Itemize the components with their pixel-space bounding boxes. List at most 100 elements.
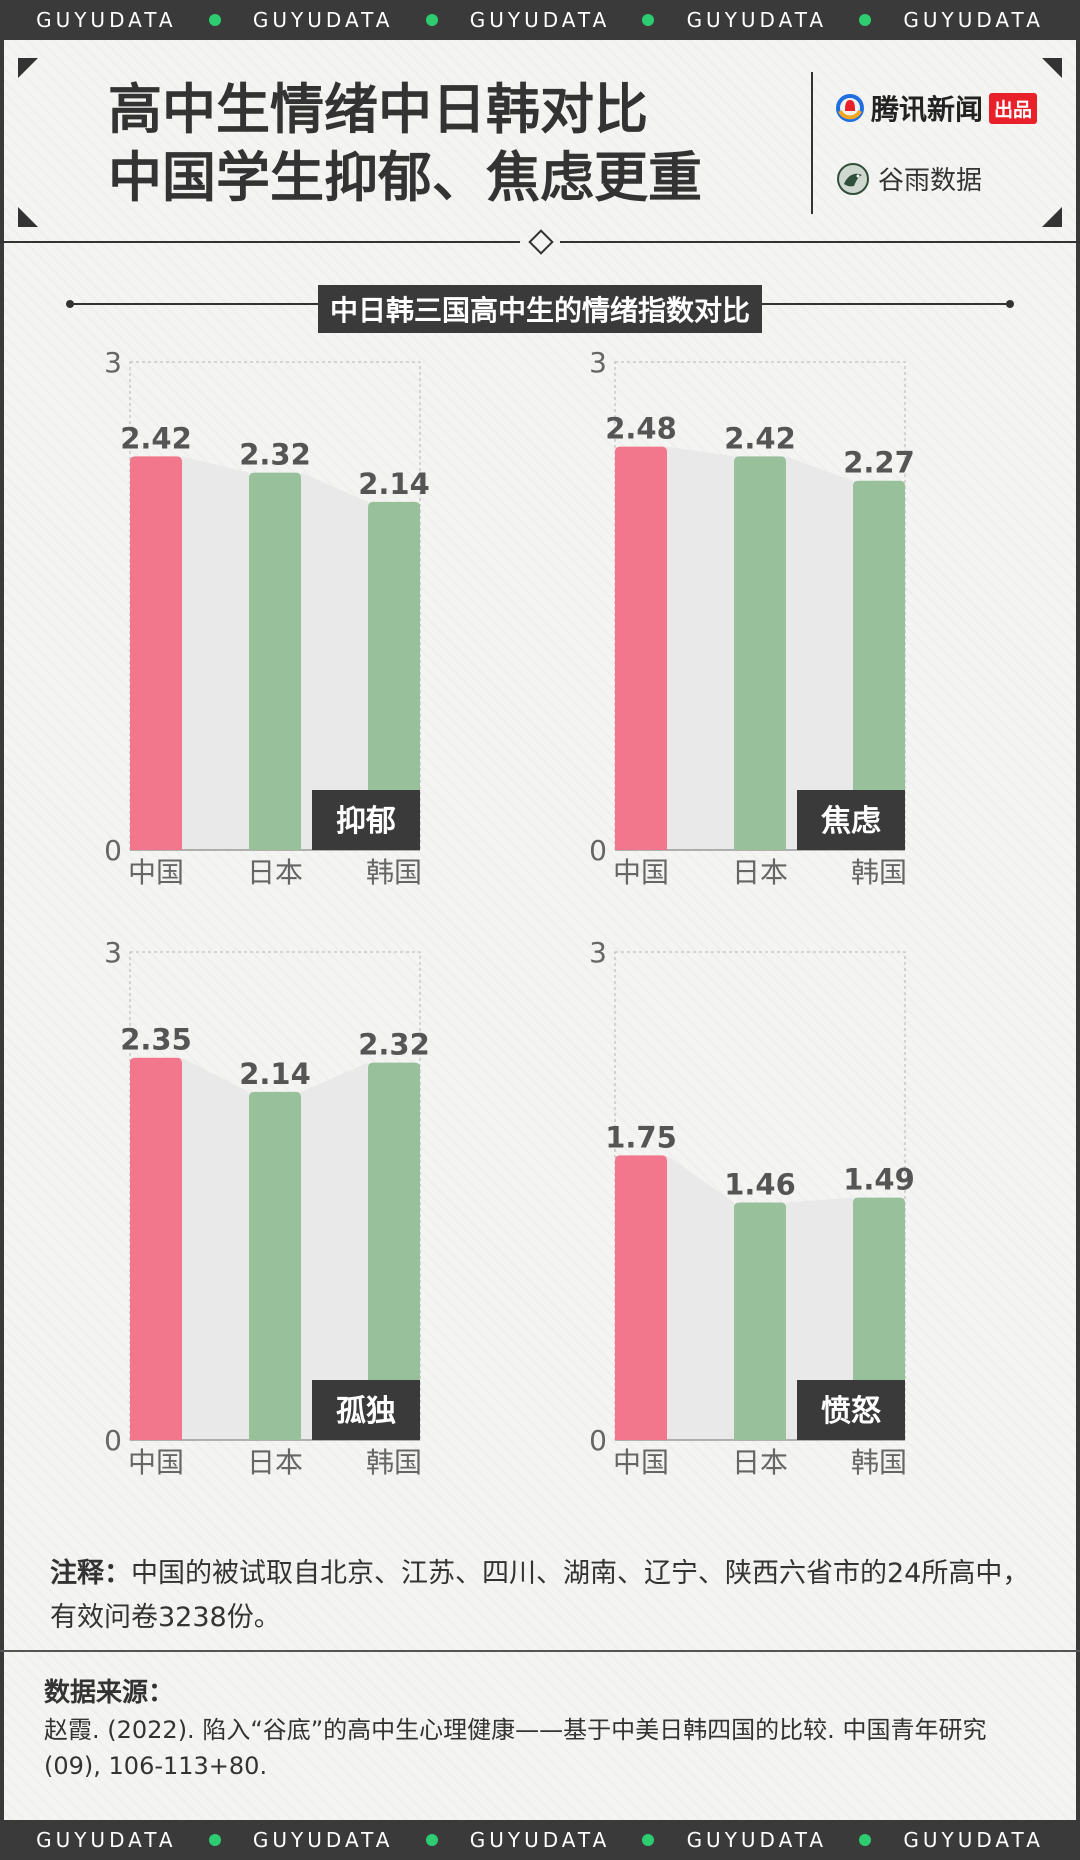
connector-band xyxy=(182,456,249,850)
x-tick-label: 韩国 xyxy=(366,856,422,889)
chart-depression: 2.42 中国 2.32 日本 2.14 韩国 3 0 抑郁 xyxy=(104,350,430,889)
connector-band xyxy=(786,1197,853,1440)
y-tick-label: 3 xyxy=(104,940,122,969)
x-tick-label: 韩国 xyxy=(366,1446,422,1479)
source-label: 数据来源： xyxy=(44,1678,175,1708)
production-tag: 出品 xyxy=(989,92,1038,124)
x-tick-label: 中国 xyxy=(128,1446,184,1479)
ticker-word: GUYUDATA xyxy=(469,8,611,32)
bar xyxy=(734,456,786,850)
header-separator xyxy=(811,72,813,214)
bar xyxy=(130,1057,182,1440)
chart-title: 愤怒 xyxy=(821,1394,881,1429)
ticker-dot xyxy=(208,1834,221,1846)
y-tick-label: 3 xyxy=(589,940,607,969)
y-tick-label: 3 xyxy=(104,350,122,379)
chart-loneliness: 2.35 中国 2.14 日本 2.32 韩国 3 0 孤独 xyxy=(104,940,430,1479)
ticker-word: GUYUDATA xyxy=(469,1828,611,1852)
x-tick-label: 日本 xyxy=(247,1446,303,1479)
ticker-word: GUYUDATA xyxy=(252,8,394,32)
diamond-icon xyxy=(528,229,554,255)
header-rule-left xyxy=(0,241,520,243)
bar xyxy=(249,472,301,850)
bar xyxy=(734,1202,786,1440)
ticker-dot xyxy=(859,1834,872,1846)
data-label: 2.27 xyxy=(843,446,915,480)
ticker-dot xyxy=(642,14,655,26)
ticker-word: GUYUDATA xyxy=(686,8,828,32)
chart-title: 孤独 xyxy=(336,1394,396,1429)
ticker-dot xyxy=(425,14,438,26)
tencent-news-logo-icon xyxy=(836,94,864,122)
y-tick-label: 0 xyxy=(589,834,607,867)
chart-title-box xyxy=(312,790,420,850)
ticker-word: GUYUDATA xyxy=(36,8,177,32)
ticker-dot xyxy=(208,14,221,26)
y-tick-label: 3 xyxy=(589,350,607,379)
header-rule-right xyxy=(560,241,1080,243)
title-line-2: 中国学生抑郁、焦虑更重 xyxy=(108,146,702,209)
connector-band xyxy=(301,472,368,850)
corner-marker-bottom-left xyxy=(18,207,38,227)
data-label: 2.42 xyxy=(724,421,796,455)
tencent-news-text: 腾讯新闻 xyxy=(871,93,984,126)
top-ticker-bar: GUYUDATA GUYUDATA GUYUDATA GUYUDATA GUYU… xyxy=(0,0,1080,40)
bar xyxy=(615,446,667,850)
chart-title-box xyxy=(797,1380,905,1440)
title-line-1: 高中生情绪中日韩对比 xyxy=(108,78,648,141)
rule-end-dot xyxy=(66,300,74,308)
bar xyxy=(249,1091,301,1440)
data-label: 1.46 xyxy=(724,1168,796,1202)
source-text: 赵霞. (2022). 陷入“谷底”的高中生心理健康——基于中美日韩四国的比较.… xyxy=(44,1716,987,1780)
connector-band xyxy=(667,1155,734,1440)
x-tick-label: 中国 xyxy=(128,856,184,889)
page-title: 高中生情绪中日韩对比 中国学生抑郁、焦虑更重 xyxy=(108,76,702,212)
footnote: 注释：中国的被试取自北京、江苏、四川、湖南、辽宁、陕西六省市的24所高中，有效问… xyxy=(50,1552,1040,1640)
data-label: 1.75 xyxy=(605,1120,677,1154)
frame-right-border xyxy=(1076,40,1080,1820)
bottom-ticker-bar: GUYUDATA GUYUDATA GUYUDATA GUYUDATA GUYU… xyxy=(0,1820,1080,1860)
plot-frame xyxy=(614,951,906,1441)
connector-band xyxy=(786,456,853,850)
chart-panel-anxiety: 2.48 中国 2.42 日本 2.27 韩国 3 0 焦虑 xyxy=(575,350,995,930)
chart-title-box xyxy=(797,790,905,850)
x-tick-label: 韩国 xyxy=(851,1446,907,1479)
x-tick-label: 中国 xyxy=(613,856,669,889)
footnote-label: 注释： xyxy=(50,1558,131,1589)
tencent-news-brand: 腾讯新闻 出品 xyxy=(835,88,1038,128)
guyu-bird-logo-icon xyxy=(837,162,869,195)
data-label: 2.14 xyxy=(358,467,430,501)
y-tick-label: 0 xyxy=(104,834,122,867)
connector-band xyxy=(667,446,734,850)
rule-end-dot xyxy=(1006,300,1014,308)
chart-title: 抑郁 xyxy=(336,804,396,839)
bar xyxy=(368,501,420,850)
bar xyxy=(615,1155,667,1440)
bar xyxy=(853,1197,905,1440)
x-tick-label: 韩国 xyxy=(851,856,907,889)
chart-panel-loneliness: 2.35 中国 2.14 日本 2.32 韩国 3 0 孤独 xyxy=(90,940,510,1520)
y-tick-label: 0 xyxy=(104,1424,122,1457)
x-tick-label: 日本 xyxy=(732,1446,788,1479)
data-label: 2.48 xyxy=(605,412,677,446)
bar xyxy=(368,1062,420,1440)
corner-marker-top-right xyxy=(1042,58,1062,78)
data-label: 2.32 xyxy=(358,1028,430,1062)
ticker-dot xyxy=(859,14,872,26)
x-tick-label: 中国 xyxy=(613,1446,669,1479)
chart-title-box xyxy=(312,1380,420,1440)
corner-marker-top-left xyxy=(18,58,38,78)
source-divider xyxy=(0,1650,1080,1652)
y-tick-label: 0 xyxy=(589,1424,607,1457)
x-tick-label: 日本 xyxy=(247,856,303,889)
ticker-word: GUYUDATA xyxy=(686,1828,828,1852)
ticker-dot xyxy=(425,1834,438,1846)
chart-anxiety: 2.48 中国 2.42 日本 2.27 韩国 3 0 焦虑 xyxy=(589,350,915,889)
ticker-word: GUYUDATA xyxy=(903,8,1044,32)
ticker-dot xyxy=(642,1834,655,1846)
chart-panel-anger: 1.75 中国 1.46 日本 1.49 韩国 3 0 愤怒 xyxy=(575,940,995,1520)
x-tick-label: 日本 xyxy=(732,856,788,889)
frame-left-border xyxy=(0,40,4,1820)
data-label: 2.14 xyxy=(239,1057,311,1091)
ticker-word: GUYUDATA xyxy=(903,1828,1044,1852)
